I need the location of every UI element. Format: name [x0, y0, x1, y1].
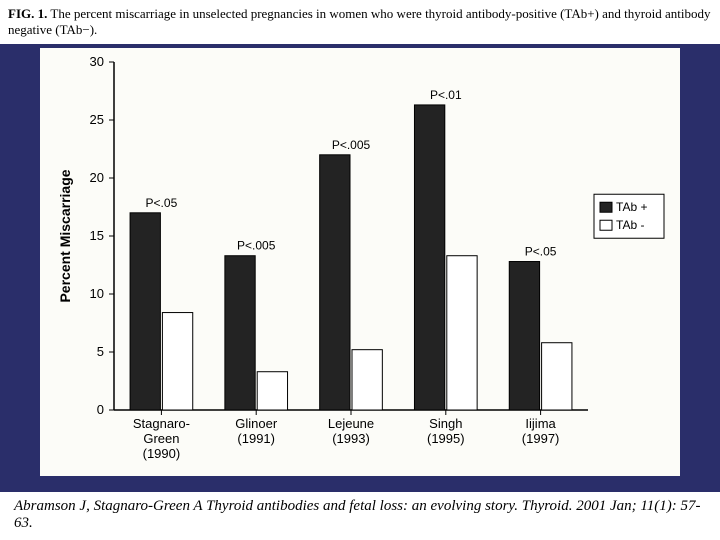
svg-text:(1993): (1993) — [332, 431, 370, 446]
bar-tab-negative — [162, 313, 192, 410]
chart-svg: 0 5 10 15 20 25 30 Percent Miscarriage Stagnaro-… — [40, 48, 680, 476]
svg-text:25: 25 — [90, 112, 104, 127]
bar-tab-positive — [225, 256, 255, 410]
p-value-label: P<.05 — [525, 245, 557, 259]
legend-label-pos: TAb + — [616, 200, 647, 214]
p-value-label: P<.01 — [430, 88, 462, 102]
bar-tab-positive — [509, 262, 539, 410]
svg-text:Glinoer: Glinoer — [235, 416, 278, 431]
p-value-label: P<.05 — [146, 196, 178, 210]
bar-tab-negative — [257, 372, 287, 410]
svg-text:Singh: Singh — [429, 416, 462, 431]
svg-text:Iijima: Iijima — [525, 416, 556, 431]
svg-text:Stagnaro-: Stagnaro- — [133, 416, 190, 431]
bar-tab-negative — [352, 350, 382, 410]
svg-text:20: 20 — [90, 170, 104, 185]
figure-caption-text: The percent miscarriage in unselected pr… — [8, 6, 710, 37]
bar-tab-positive — [320, 155, 350, 410]
figure-caption: FIG. 1. The percent miscarriage in unsel… — [0, 0, 720, 44]
svg-text:15: 15 — [90, 228, 104, 243]
legend-label-neg: TAb - — [616, 218, 644, 232]
bar-tab-positive — [130, 213, 160, 410]
bar-tab-negative — [542, 343, 572, 410]
p-value-label: P<.005 — [332, 138, 371, 152]
svg-text:30: 30 — [90, 54, 104, 69]
p-value-label: P<.005 — [237, 239, 276, 253]
miscarriage-bar-chart: 0 5 10 15 20 25 30 Percent Miscarriage Stagnaro-… — [40, 48, 680, 476]
svg-text:(1995): (1995) — [427, 431, 465, 446]
bar-tab-positive — [414, 105, 444, 410]
legend-swatch-pos — [600, 202, 612, 212]
legend-swatch-neg — [600, 220, 612, 230]
svg-text:5: 5 — [97, 344, 104, 359]
svg-text:Green: Green — [143, 431, 179, 446]
svg-text:0: 0 — [97, 402, 104, 417]
svg-text:(1997): (1997) — [522, 431, 560, 446]
svg-text:Lejeune: Lejeune — [328, 416, 374, 431]
svg-text:(1990): (1990) — [143, 446, 181, 461]
svg-text:10: 10 — [90, 286, 104, 301]
citation-text: Abramson J, Stagnaro-Green A Thyroid ant… — [0, 492, 720, 540]
svg-text:Percent Miscarriage: Percent Miscarriage — [57, 169, 73, 302]
bar-tab-negative — [447, 256, 477, 410]
figure-label: FIG. 1. — [8, 6, 47, 21]
svg-text:(1991): (1991) — [237, 431, 275, 446]
